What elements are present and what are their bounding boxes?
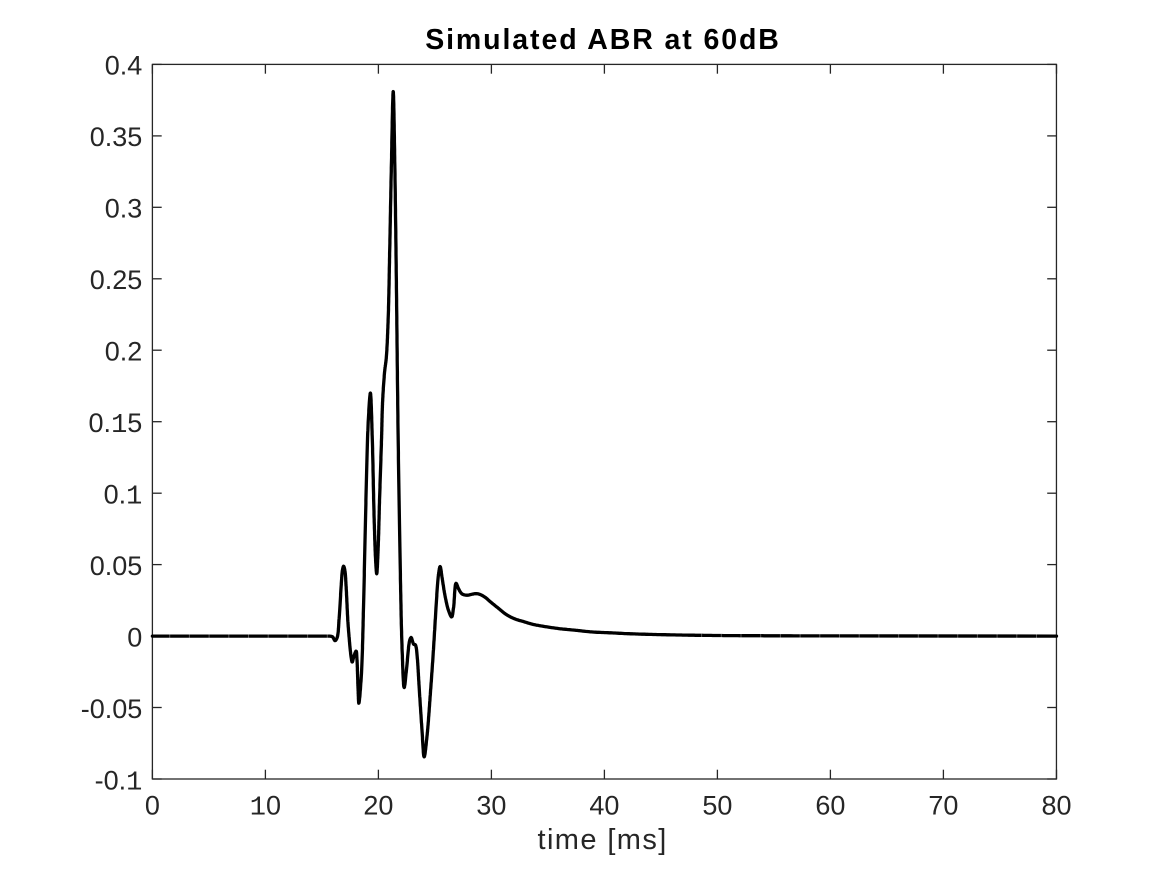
svg-text:0.05: 0.05 bbox=[90, 551, 143, 581]
svg-text:30: 30 bbox=[476, 790, 506, 820]
svg-text:0.25: 0.25 bbox=[90, 265, 143, 295]
svg-text:-0.05: -0.05 bbox=[81, 694, 143, 724]
svg-text:Simulated ABR at 60dB: Simulated ABR at 60dB bbox=[425, 24, 781, 56]
svg-text:80: 80 bbox=[1041, 790, 1071, 820]
svg-text:0.4: 0.4 bbox=[105, 51, 143, 81]
svg-text:70: 70 bbox=[928, 790, 958, 820]
svg-text:40: 40 bbox=[589, 790, 619, 820]
svg-text:60: 60 bbox=[815, 790, 845, 820]
svg-text:0: 0 bbox=[127, 622, 142, 652]
svg-text:0.35: 0.35 bbox=[90, 122, 143, 152]
svg-text:0.15: 0.15 bbox=[89, 408, 143, 441]
svg-text:0: 0 bbox=[145, 790, 160, 820]
svg-text:0.3: 0.3 bbox=[105, 194, 143, 224]
svg-text:time [ms]: time [ms] bbox=[537, 824, 667, 856]
svg-text:0.1: 0.1 bbox=[104, 480, 143, 513]
svg-text:20: 20 bbox=[363, 790, 393, 820]
svg-text:10: 10 bbox=[250, 790, 281, 823]
svg-text:0.2: 0.2 bbox=[105, 337, 143, 367]
svg-text:-0.1: -0.1 bbox=[95, 765, 143, 798]
svg-text:50: 50 bbox=[702, 790, 732, 820]
